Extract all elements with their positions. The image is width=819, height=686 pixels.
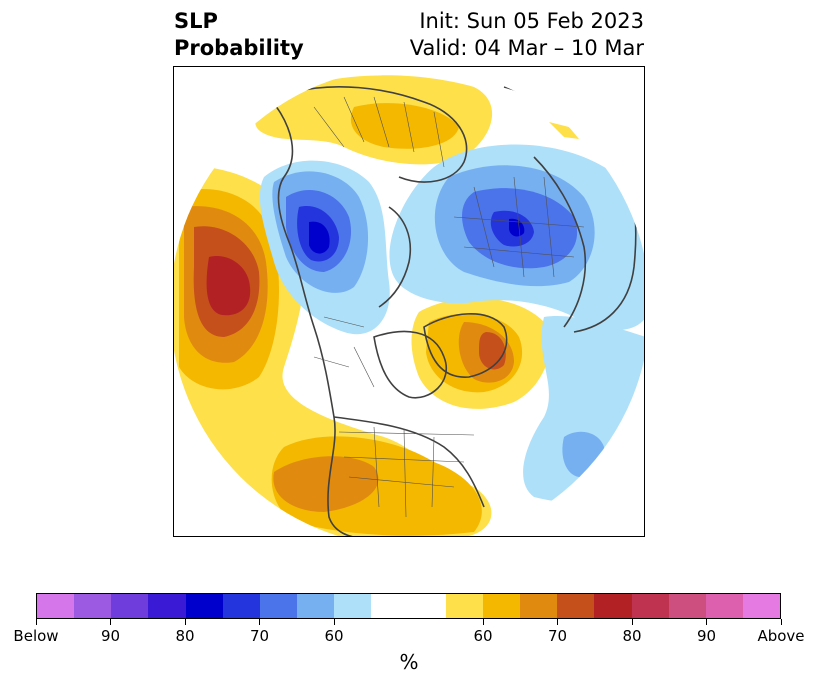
title-subtitle: Probability (174, 36, 304, 60)
colorbar-tick-label: 70 (547, 627, 568, 645)
siberia-below-region (259, 160, 390, 335)
colorbar-tick (333, 619, 335, 625)
chart-dates: Init: Sun 05 Feb 2023 Valid: 04 Mar – 10… (410, 8, 644, 62)
colorbar-tick (780, 619, 782, 625)
colorbar-swatch (185, 594, 223, 618)
us-above-region (271, 436, 482, 536)
colorbar-swatch (259, 594, 298, 618)
colorbar-tick (184, 619, 186, 625)
colorbar-tick-label: 70 (249, 627, 270, 645)
colorbar-tick-label: Above (757, 627, 805, 645)
colorbar-tick-label: 80 (622, 627, 642, 645)
colorbar-swatch (705, 594, 743, 618)
colorbar-tick (482, 619, 484, 625)
colorbar (36, 593, 781, 619)
colorbar-tick (110, 619, 111, 625)
colorbar-swatch (520, 594, 558, 618)
colorbar-unit: % (399, 650, 419, 674)
colorbar-swatch (297, 594, 335, 618)
chart-title: SLP Probability (174, 8, 304, 62)
atlantic-above-region (411, 298, 550, 409)
colorbar-tick-label: 90 (696, 627, 717, 645)
colorbar-swatch (742, 594, 781, 618)
europe-above-region (255, 75, 579, 165)
colorbar-swatch (408, 594, 446, 618)
colorbar-tick (35, 619, 37, 625)
colorbar-tick (557, 619, 558, 625)
colorbar-tick (706, 619, 707, 625)
borders (313, 96, 585, 518)
colorbar-tick-label: 80 (175, 627, 195, 645)
colorbar-tick-label: 60 (473, 627, 493, 645)
colorbar-swatch (371, 594, 409, 618)
russia-below-region (389, 144, 644, 331)
colorbar-tick-label: Below (13, 627, 59, 645)
colorbar-swatch (631, 594, 669, 618)
colorbar-swatch (148, 594, 186, 618)
colorbar-swatch (37, 594, 75, 618)
title-variable: SLP (174, 9, 218, 33)
map-panel (173, 66, 645, 537)
probability-map (174, 67, 644, 536)
colorbar-tick-label: 90 (100, 627, 121, 645)
colorbar-swatch (222, 594, 260, 618)
colorbar-swatch (557, 594, 595, 618)
init-date: Init: Sun 05 Feb 2023 (419, 9, 644, 33)
pacific-above-region (174, 166, 492, 536)
colorbar-swatch (482, 594, 521, 618)
colorbar-swatch (111, 594, 149, 618)
colorbar-swatch (668, 594, 706, 618)
colorbar-swatch (74, 594, 112, 618)
colorbar-tick (259, 619, 260, 625)
valid-date: Valid: 04 Mar – 10 Mar (409, 36, 644, 60)
colorbar-swatch (445, 594, 483, 618)
colorbar-tick-label: 60 (324, 627, 344, 645)
colorbar-swatch (334, 594, 372, 618)
colorbar-tick (631, 619, 633, 625)
colorbar-swatch (594, 594, 632, 618)
